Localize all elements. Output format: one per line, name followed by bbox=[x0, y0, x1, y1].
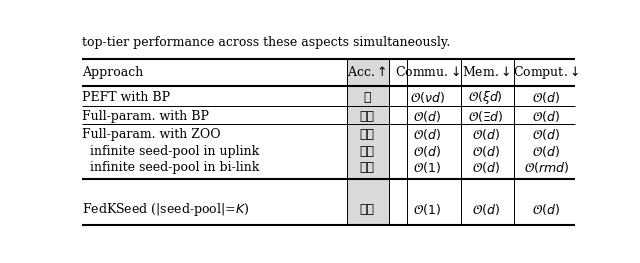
Text: ★★: ★★ bbox=[359, 110, 374, 123]
Text: infinite seed-pool in uplink: infinite seed-pool in uplink bbox=[83, 145, 260, 158]
Text: $\mathcal{O}(d)$: $\mathcal{O}(d)$ bbox=[532, 90, 560, 105]
Text: $\mathcal{O}(\Xi d)$: $\mathcal{O}(\Xi d)$ bbox=[468, 109, 504, 124]
Text: $\mathcal{O}(d)$: $\mathcal{O}(d)$ bbox=[532, 127, 560, 142]
Text: Commu.$\downarrow$: Commu.$\downarrow$ bbox=[395, 65, 460, 79]
Text: ★★: ★★ bbox=[359, 128, 374, 141]
Text: $\mathcal{O}(1)$: $\mathcal{O}(1)$ bbox=[413, 160, 441, 175]
Text: $\mathcal{O}(d)$: $\mathcal{O}(d)$ bbox=[532, 144, 560, 159]
Text: $\mathcal{O}(rmd)$: $\mathcal{O}(rmd)$ bbox=[524, 160, 569, 175]
Text: ★★: ★★ bbox=[359, 145, 374, 158]
Text: top-tier performance across these aspects simultaneously.: top-tier performance across these aspect… bbox=[83, 36, 451, 49]
Text: $\mathcal{O}(d)$: $\mathcal{O}(d)$ bbox=[413, 109, 441, 124]
Text: Full-param. with BP: Full-param. with BP bbox=[83, 110, 209, 123]
Text: $\mathcal{O}(1)$: $\mathcal{O}(1)$ bbox=[413, 202, 441, 217]
Text: Mem.$\downarrow$: Mem.$\downarrow$ bbox=[461, 65, 510, 79]
Text: Full-param. with ZOO: Full-param. with ZOO bbox=[83, 128, 221, 141]
Text: $\mathcal{O}(d)$: $\mathcal{O}(d)$ bbox=[413, 127, 441, 142]
Text: $\mathcal{O}(\nu d)$: $\mathcal{O}(\nu d)$ bbox=[410, 90, 445, 105]
Text: PEFT with BP: PEFT with BP bbox=[83, 92, 171, 104]
Bar bbox=[347, 59, 388, 225]
Text: ★★: ★★ bbox=[359, 161, 374, 174]
Text: $\mathcal{O}(\xi d)$: $\mathcal{O}(\xi d)$ bbox=[468, 89, 503, 107]
Text: $\mathcal{O}(d)$: $\mathcal{O}(d)$ bbox=[413, 144, 441, 159]
Text: $\mathcal{O}(d)$: $\mathcal{O}(d)$ bbox=[472, 144, 500, 159]
Text: ★★: ★★ bbox=[359, 203, 374, 216]
Text: $\mathcal{O}(d)$: $\mathcal{O}(d)$ bbox=[532, 109, 560, 124]
Text: $\mathcal{O}(d)$: $\mathcal{O}(d)$ bbox=[472, 160, 500, 175]
Text: ★: ★ bbox=[363, 92, 371, 104]
Text: infinite seed-pool in bi-link: infinite seed-pool in bi-link bbox=[83, 161, 260, 174]
Text: Acc.$\uparrow$: Acc.$\uparrow$ bbox=[347, 65, 387, 79]
Text: FedKSeed ($|$seed-pool$|$=$K$): FedKSeed ($|$seed-pool$|$=$K$) bbox=[83, 201, 250, 218]
Text: $\mathcal{O}(d)$: $\mathcal{O}(d)$ bbox=[472, 202, 500, 217]
Text: $\mathcal{O}(d)$: $\mathcal{O}(d)$ bbox=[472, 127, 500, 142]
Text: $\mathcal{O}(d)$: $\mathcal{O}(d)$ bbox=[532, 202, 560, 217]
Text: Comput.$\downarrow$: Comput.$\downarrow$ bbox=[513, 64, 579, 80]
Text: Approach: Approach bbox=[83, 65, 144, 79]
